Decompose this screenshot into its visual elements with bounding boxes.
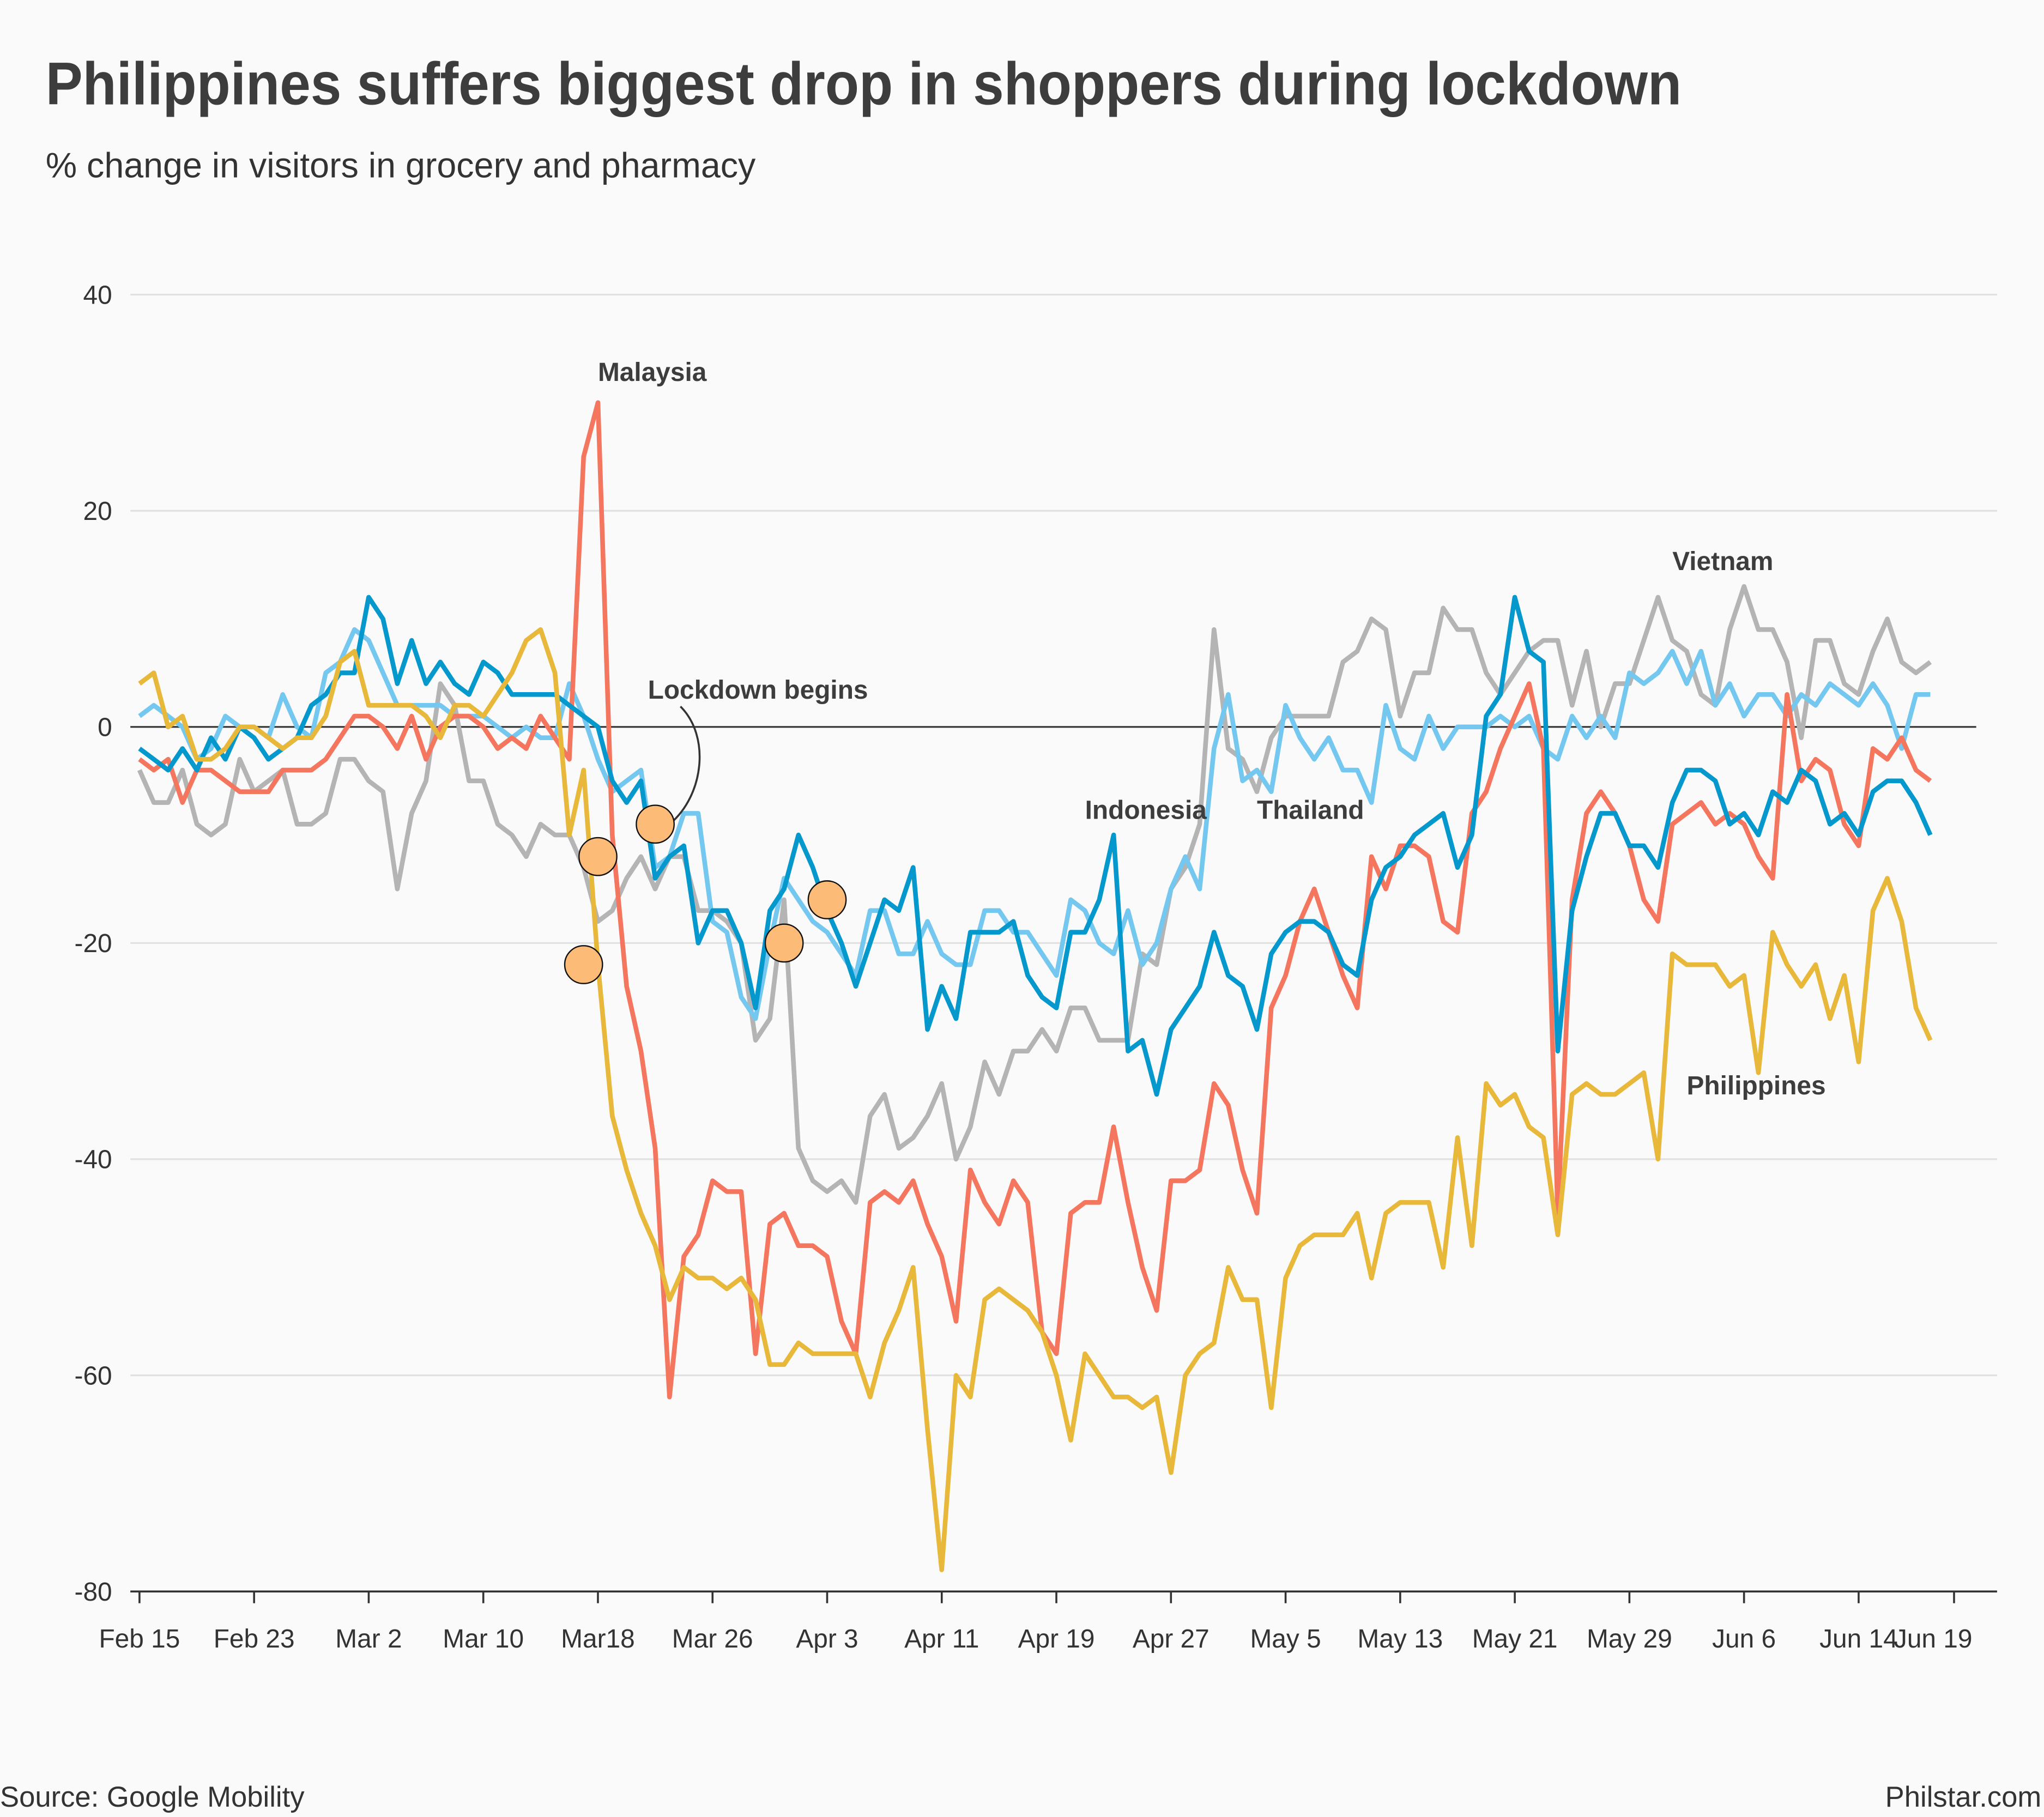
x-tick-label: Apr 19 [1018,1625,1095,1654]
lockdown-marker [636,804,675,844]
series-line-thailand [138,627,1931,1021]
lockdown-callout-line [669,706,701,825]
series-line-indonesia [138,595,1933,1097]
y-axis: 40 20 0 -20 -40 -60 -80 [75,281,112,1607]
x-tick-label: Jun 14 [1819,1625,1898,1654]
lockdown-marker [578,837,618,876]
lockdown-marker [764,923,804,963]
x-tick-label: Mar 10 [443,1625,524,1654]
y-tick-label: -60 [75,1361,112,1390]
x-tick-label: May 29 [1587,1625,1672,1654]
series-lines [137,400,1933,1572]
series-label-indonesia: Indonesia [1085,796,1207,825]
series-label-malaysia: Malaysia [598,358,707,387]
x-tick-label: Mar18 [561,1625,635,1654]
credit: Philstar.com [1885,1781,2042,1813]
lockdown-marker [807,880,847,919]
chart-title: Philippines suffers biggest drop in shop… [46,50,1682,117]
x-tick-label: Jun 19 [1894,1625,1973,1654]
lockdown-markers [564,804,847,984]
x-tick-label: Apr 3 [796,1625,858,1654]
x-tick-label: Apr 27 [1133,1625,1210,1654]
series-label-philippines: Philippines [1687,1071,1826,1100]
y-tick-label: -20 [75,929,112,958]
x-tick-label: Jun 6 [1712,1625,1776,1654]
x-tick-label: Mar 26 [672,1625,753,1654]
x-tick-label: Mar 2 [335,1625,402,1654]
series-label-thailand: Thailand [1257,796,1364,825]
x-tick-label: May 21 [1472,1625,1558,1654]
y-tick-label: -80 [75,1578,112,1607]
chart-subtitle: % change in visitors in grocery and phar… [46,146,756,185]
x-axis: Feb 15 Feb 23 Mar 2 Mar 10 Mar18 Mar 26 Apr 3 A… [99,1590,1997,1654]
x-tick-label: Feb 15 [99,1625,180,1654]
series-line-philippines [138,627,1933,1572]
source-note: Source: Google Mobility [0,1781,305,1813]
x-tick-label: May 5 [1250,1625,1321,1654]
series-labels: Vietnam Thailand Malaysia Indonesia Philippi… [598,358,1826,1100]
y-tick-label: 20 [83,497,112,526]
y-tick-label: 40 [83,281,112,310]
x-tick-label: Feb 23 [214,1625,295,1654]
y-tick-label: -40 [75,1146,112,1174]
x-tick-label: May 13 [1357,1625,1443,1654]
lockdown-label: Lockdown begins [648,676,868,705]
series-label-vietnam: Vietnam [1672,547,1773,576]
x-tick-label: Apr 11 [904,1625,979,1654]
y-tick-label: 0 [98,713,112,742]
lockdown-marker [564,945,603,984]
